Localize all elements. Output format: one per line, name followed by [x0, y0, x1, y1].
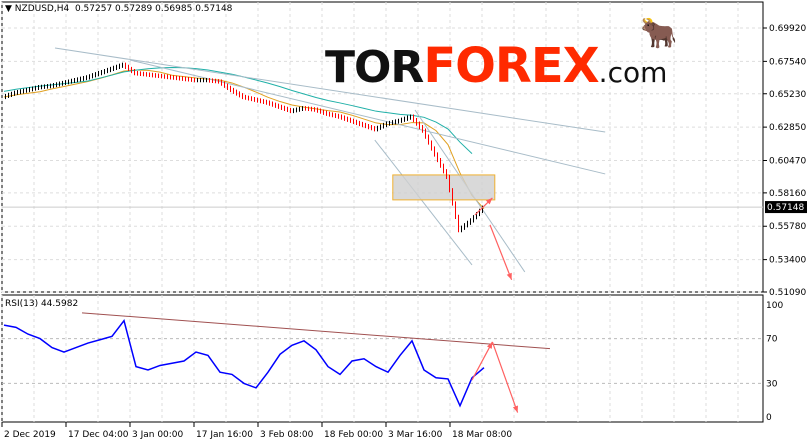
- forecast-arrow-head: [506, 272, 512, 280]
- price-tick-label: 0.60470: [769, 156, 806, 166]
- time-tick-label: 3 Feb 08:00: [260, 430, 314, 440]
- price-tick-label: 0.65230: [769, 90, 806, 100]
- current-price-label: 0.57148: [767, 203, 804, 213]
- time-tick-label: 3 Jan 00:00: [132, 430, 184, 440]
- logo: TORFOREX.com 🐂: [325, 16, 677, 94]
- triangle-down-icon[interactable]: ▼: [5, 4, 12, 14]
- rsi-forecast-arrow: [491, 341, 519, 413]
- logo-forex: FOREX: [423, 38, 599, 94]
- price-tick-label: 0.51090: [769, 288, 806, 298]
- time-tick-label: 18 Mar 08:00: [452, 430, 512, 440]
- bull-icon: 🐂: [640, 16, 678, 51]
- price-tick-label: 0.69920: [769, 24, 806, 34]
- rsi-forecast-arrow-head: [486, 341, 493, 349]
- rsi-tick-label: 100: [766, 301, 783, 311]
- rsi-forecast-arrow-head: [512, 405, 518, 413]
- current-price-tag: [765, 201, 807, 214]
- time-tick-label: 18 Feb 00:00: [324, 430, 383, 440]
- ohlc-values: 0.57257 0.57289 0.56985 0.57148: [74, 4, 233, 14]
- price-tick-label: 0.58160: [769, 189, 806, 199]
- symbol-label: NZDUSD,H4: [14, 4, 70, 14]
- forecast-arrow: [489, 224, 513, 281]
- rsi-tick-label: 70: [766, 335, 778, 345]
- rsi-forecast-arrow: [471, 341, 493, 381]
- logo-com: .com: [598, 56, 668, 89]
- time-tick-label: 2 Dec 2019: [4, 430, 56, 440]
- resistance-zone: [392, 174, 496, 201]
- time-tick-label: 3 Mar 16:00: [388, 430, 443, 440]
- time-tick-label: 17 Dec 04:00: [68, 430, 129, 440]
- time-tick-label: 17 Jan 16:00: [196, 430, 253, 440]
- trend-channel-line: [374, 139, 473, 266]
- rsi-tick-label: 0: [766, 413, 772, 423]
- rsi-tick-label: 30: [766, 379, 778, 389]
- rsi-trendline: [81, 312, 551, 350]
- price-tick-label: 0.55780: [769, 222, 806, 232]
- rsi-label: RSI(13) 44.5982: [5, 299, 79, 309]
- logo-tor: TOR: [325, 42, 424, 93]
- price-tick-label: 0.53400: [769, 256, 806, 266]
- forecast-arrow-head: [485, 197, 493, 205]
- chart-title: ▼ NZDUSD,H4 0.57257 0.57289 0.56985 0.57…: [5, 4, 232, 14]
- price-tick-label: 0.67540: [769, 57, 806, 67]
- rsi-pane-frame: [1, 294, 764, 423]
- trend-channel-line: [54, 47, 606, 133]
- rsi-line: [3, 319, 485, 408]
- price-tick-label: 0.62850: [769, 123, 806, 133]
